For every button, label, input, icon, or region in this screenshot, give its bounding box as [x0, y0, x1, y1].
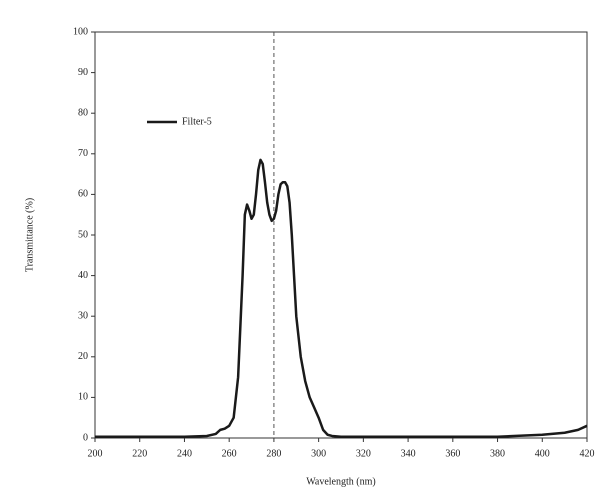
y-tick-label: 20: [78, 351, 88, 362]
y-tick-label: 40: [78, 270, 88, 281]
x-tick-label: 300: [311, 448, 326, 459]
x-tick-label: 220: [132, 448, 147, 459]
y-tick-label: 60: [78, 189, 88, 200]
y-tick-label: 10: [78, 392, 88, 403]
x-tick-label: 280: [266, 448, 281, 459]
x-tick-label: 200: [88, 448, 103, 459]
y-tick-label: 30: [78, 310, 88, 321]
y-tick-label: 100: [73, 26, 88, 37]
x-tick-label: 260: [222, 448, 237, 459]
x-tick-label: 420: [580, 448, 595, 459]
x-tick-label: 380: [490, 448, 505, 459]
y-axis-label: Transmittance (%): [24, 198, 35, 272]
legend-label: Filter-5: [182, 116, 212, 127]
y-tick-label: 70: [78, 148, 88, 159]
x-tick-label: 400: [535, 448, 550, 459]
x-tick-label: 360: [445, 448, 460, 459]
x-tick-label: 320: [356, 448, 371, 459]
plot-frame: [94, 31, 588, 439]
y-tick-label: 80: [78, 107, 88, 118]
x-axis-label: Wavelength (nm): [306, 476, 375, 487]
x-tick-label: 340: [401, 448, 416, 459]
y-tick-label: 0: [83, 432, 88, 443]
y-tick-label: 50: [78, 229, 88, 240]
x-tick-label: 240: [177, 448, 192, 459]
data-line: [95, 158, 588, 439]
y-tick-label: 90: [78, 67, 88, 78]
